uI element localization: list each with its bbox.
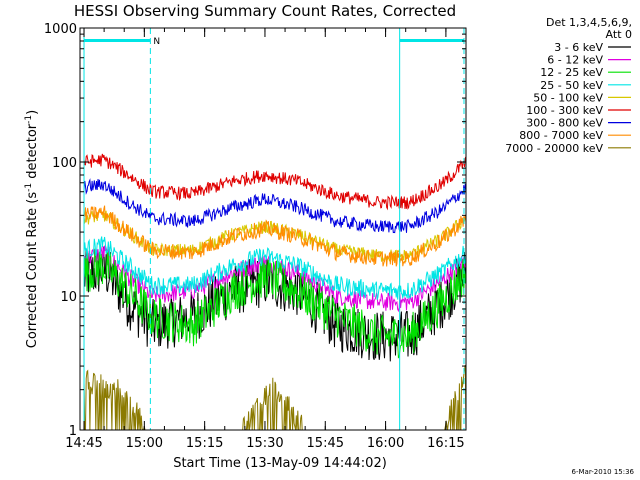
y-axis-ticks: 1 10 100 1000 bbox=[44, 22, 466, 439]
series-line-5 bbox=[83, 209, 467, 263]
legend-header-detectors: Det 1,3,4,5,6,9, bbox=[546, 16, 632, 29]
x-tick-label: 15:30 bbox=[246, 436, 283, 451]
legend-label-1: 3 - 6 keV bbox=[554, 41, 603, 54]
series-line-7 bbox=[83, 178, 467, 234]
series-layer bbox=[83, 153, 467, 431]
guide-lines: N bbox=[83, 28, 465, 430]
legend-label-9: 7000 - 20000 keV bbox=[505, 142, 603, 155]
legend-label-5: 50 - 100 keV bbox=[533, 91, 603, 104]
flag-bar-2 bbox=[399, 39, 464, 42]
x-tick-label: 15:45 bbox=[307, 436, 344, 451]
series-line-3 bbox=[83, 248, 467, 359]
plot-timestamp: 6-Mar-2010 15:36 bbox=[572, 468, 635, 476]
chart-title: HESSI Observing Summary Count Rates, Cor… bbox=[74, 2, 456, 20]
series-line-9 bbox=[83, 365, 467, 431]
x-tick-label: 16:15 bbox=[427, 436, 464, 451]
legend-header-attenuator: Att 0 bbox=[606, 28, 632, 41]
x-tick-label: 15:00 bbox=[126, 436, 163, 451]
flag-label: N bbox=[153, 37, 160, 47]
y-tick-label: 1000 bbox=[44, 22, 77, 37]
legend-label-7: 300 - 800 keV bbox=[526, 117, 603, 130]
x-axis-ticks: 14:45 15:00 15:15 15:30 15:45 16:00 16:15 bbox=[65, 28, 465, 451]
y-tick-label: 100 bbox=[52, 156, 77, 171]
legend-label-4: 25 - 50 keV bbox=[540, 79, 603, 92]
y-tick-label: 1 bbox=[69, 424, 77, 439]
series-line-4 bbox=[83, 236, 467, 300]
plot-frame bbox=[79, 27, 467, 431]
y-tick-label: 10 bbox=[60, 290, 77, 305]
y-axis-label: Corrected Count Rate (s-1 detector-1) bbox=[24, 110, 40, 348]
legend-label-6: 100 - 300 keV bbox=[526, 104, 603, 117]
series-line-8 bbox=[83, 205, 467, 267]
plot-area: N 1 10 100 1000 14:45 15:00 15:15 15:30 15:45 16… bbox=[44, 22, 467, 451]
x-tick-label: 15:15 bbox=[186, 436, 223, 451]
legend-label-2: 6 - 12 keV bbox=[547, 54, 603, 67]
legend-label-3: 12 - 25 keV bbox=[540, 66, 603, 79]
legend-label-8: 800 - 7000 keV bbox=[519, 129, 603, 142]
x-tick-label: 16:00 bbox=[367, 436, 404, 451]
flag-bar-1 bbox=[84, 39, 151, 42]
series-line-6 bbox=[83, 153, 467, 211]
x-tick-label: 14:45 bbox=[65, 436, 102, 451]
x-axis-label: Start Time (13-May-09 14:44:02) bbox=[173, 456, 387, 471]
